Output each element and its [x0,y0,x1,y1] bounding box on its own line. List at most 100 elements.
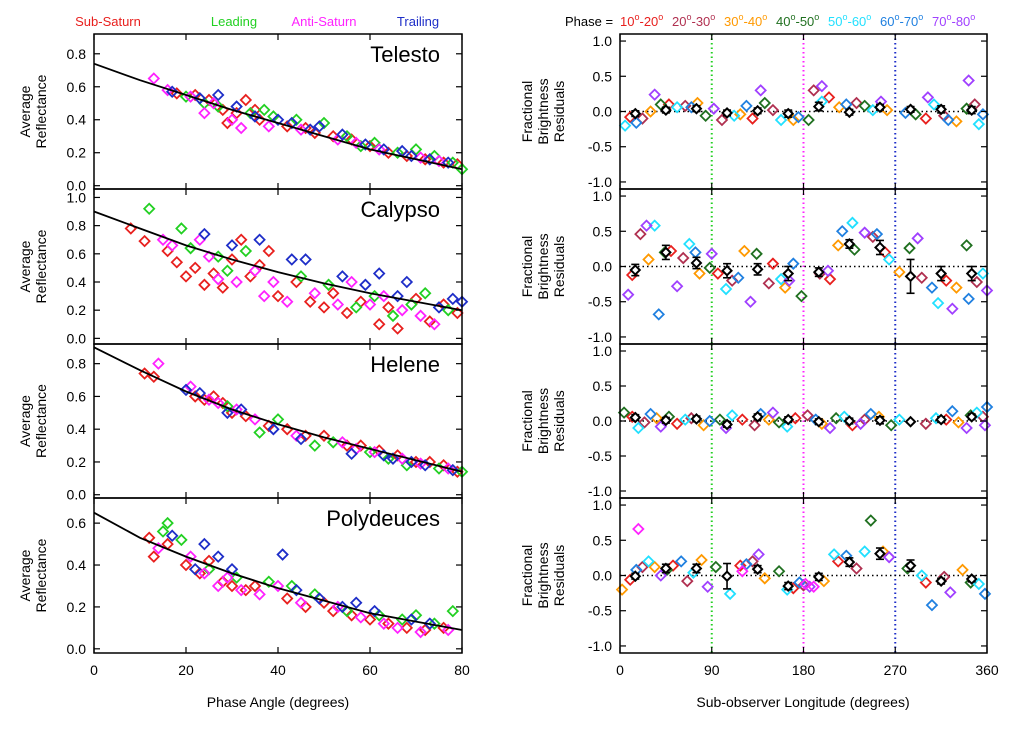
y-axis-label: Average [17,240,33,292]
data-point [858,226,871,239]
data-point [705,247,719,261]
degree-sign: o [946,12,951,22]
data-point [801,409,814,422]
data-point [363,139,377,153]
data-point [405,149,418,163]
y-tick-label: 1.0 [593,343,613,359]
y-axis-label: Fractional [519,545,535,606]
data-point [707,102,721,115]
mean-point [935,575,948,588]
data-point [230,275,243,289]
data-point [792,110,805,124]
data-point [230,403,243,416]
data-point [693,267,706,280]
legend-item-sub-saturn: Sub-Saturn [75,14,141,29]
fit-curve [93,346,463,473]
data-point [823,421,837,435]
mean-point [690,562,703,575]
data-point [866,230,880,244]
data-point [202,393,216,406]
degree-sign: o [894,12,899,22]
data-point [766,406,780,419]
degree-sign: o [842,12,847,22]
data-point [632,522,645,536]
data-point [262,244,276,258]
data-point [405,298,418,311]
data-point [632,421,645,435]
mean-point [904,103,917,116]
legend-phase-start: 20 [672,14,686,29]
data-point [382,617,395,630]
data-point [766,257,780,270]
x-axis-label-right: Sub-observer Longitude (degrees) [696,694,909,710]
y-axis-label: Fractional [519,236,535,297]
y-tick-label: 0.2 [67,599,87,615]
data-point [939,274,953,287]
mean-point [965,573,978,585]
data-point [202,250,216,263]
data-point [340,129,354,143]
mean-point [843,415,856,427]
data-point [142,202,156,215]
mean-point [935,413,948,426]
data-point [198,567,211,580]
data-point [326,287,340,300]
mean-point [812,570,825,583]
data-point [193,233,207,246]
y-axis-label: Reflectance [33,538,49,612]
panel-residuals-helene: -1.0 -0.5 0.0 0.5 1.0 Fractional Brightness Res… [519,343,994,499]
data-point [372,318,386,331]
data-point [423,617,437,630]
legend-left: Sub-Saturn Leading Anti-Saturn Trailing [75,14,439,29]
mean-point [843,106,856,119]
data-point [638,416,651,429]
data-point [336,128,349,141]
data-point [188,562,202,576]
data-point [695,553,708,567]
data-point [382,146,395,159]
data-point [221,399,234,413]
data-point [423,153,437,166]
mean-point [935,267,948,280]
y-axis-label: Fractional [519,81,535,142]
data-point [921,91,935,104]
degree-sign: o [738,12,743,22]
mean-point [782,413,795,426]
data-point [165,239,179,252]
data-point [931,296,945,310]
data-point [731,271,745,285]
data-point [621,288,635,301]
data-point [821,264,835,277]
y-tick-label: -1.0 [588,638,612,654]
mean-point [904,270,917,283]
data-point [152,357,165,370]
moon-name: Helene [370,352,440,377]
data-point [221,116,234,130]
data-point [207,96,220,110]
legend-phase-start: 70 [932,14,946,29]
series-trailing [165,529,437,630]
data-point [386,309,400,323]
data-point [239,93,253,107]
data-point [317,429,331,443]
data-point [807,84,820,97]
data-point [211,396,225,410]
y-tick-label: 0.2 [67,454,87,470]
data-point [915,271,929,285]
degree-sign: o [866,12,871,22]
data-point [414,625,427,639]
data-point [188,261,202,275]
data-point [634,227,647,241]
data-point [257,103,271,117]
panel-residuals-calypso: -1.0 -0.5 0.0 0.5 1.0 Fractional Brightness Res… [519,188,994,345]
data-point [391,146,404,159]
data-point [746,112,759,125]
y-tick-label: 0.8 [67,46,87,62]
mean-point [751,410,764,423]
data-point [884,418,898,432]
y-axis-label: Average [17,395,33,447]
data-point [193,386,207,400]
mean-points [629,238,978,295]
data-point [846,216,859,230]
data-point [670,279,684,293]
